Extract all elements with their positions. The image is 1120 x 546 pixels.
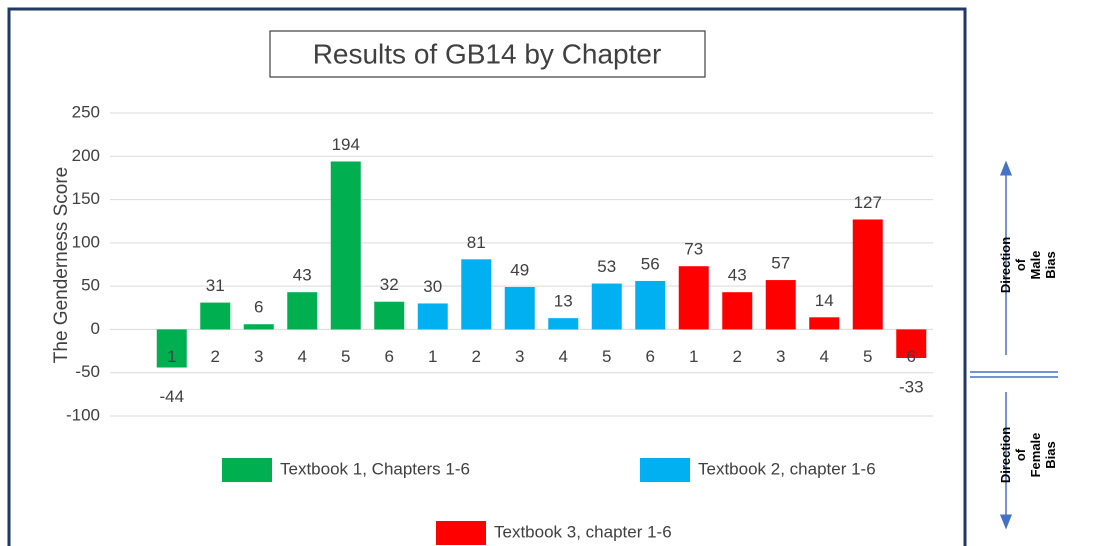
bar bbox=[896, 329, 927, 358]
x-tick-label: 2 bbox=[733, 347, 742, 366]
y-tick-label: 50 bbox=[81, 276, 100, 295]
data-label: 14 bbox=[815, 291, 834, 310]
y-axis-label: The Genderness Score bbox=[51, 167, 72, 363]
bar bbox=[461, 259, 492, 330]
legend-label: Textbook 1, Chapters 1-6 bbox=[280, 459, 470, 478]
bar bbox=[200, 302, 231, 330]
bar bbox=[156, 329, 187, 368]
data-label: 49 bbox=[510, 260, 529, 279]
legend-label: Textbook 3, chapter 1-6 bbox=[494, 522, 672, 541]
legend-label: Textbook 2, chapter 1-6 bbox=[698, 459, 876, 478]
x-tick-label: 6 bbox=[907, 347, 916, 366]
data-label: 43 bbox=[728, 266, 747, 285]
data-label: 73 bbox=[684, 240, 703, 259]
bar bbox=[852, 219, 883, 330]
x-tick-label: 4 bbox=[820, 347, 829, 366]
data-label: -33 bbox=[899, 377, 924, 396]
data-label: 31 bbox=[206, 276, 225, 295]
bar bbox=[548, 318, 579, 330]
data-label: 6 bbox=[254, 298, 263, 317]
x-tick-label: 5 bbox=[341, 347, 350, 366]
data-label: 32 bbox=[380, 275, 399, 294]
bar bbox=[635, 280, 666, 330]
data-label: 53 bbox=[597, 257, 616, 276]
y-tick-label: 250 bbox=[72, 102, 100, 121]
y-tick-label: 100 bbox=[72, 232, 100, 251]
annotation: DirectionofMaleBias bbox=[998, 237, 1058, 293]
data-label: 127 bbox=[854, 193, 882, 212]
y-tick-label: -50 bbox=[75, 362, 100, 381]
legend-swatch bbox=[640, 458, 690, 482]
data-label: 56 bbox=[641, 254, 660, 273]
data-label: 30 bbox=[423, 277, 442, 296]
bar bbox=[417, 303, 448, 330]
annotation: DirectionofFemaleBias bbox=[998, 427, 1058, 483]
chart-title: Results of GB14 by Chapter bbox=[313, 38, 662, 69]
x-tick-label: 1 bbox=[689, 347, 698, 366]
bar bbox=[591, 283, 622, 330]
y-tick-label: 0 bbox=[91, 319, 100, 338]
bar bbox=[374, 301, 405, 330]
x-tick-label: 6 bbox=[385, 347, 394, 366]
x-tick-label: 3 bbox=[515, 347, 524, 366]
x-tick-label: 5 bbox=[863, 347, 872, 366]
bar bbox=[765, 280, 796, 330]
x-tick-label: 5 bbox=[602, 347, 611, 366]
x-tick-label: 4 bbox=[298, 347, 307, 366]
title-box bbox=[269, 30, 706, 78]
bar bbox=[287, 292, 318, 330]
legend-swatch bbox=[222, 458, 272, 482]
data-label: 81 bbox=[467, 233, 486, 252]
bar bbox=[330, 161, 361, 330]
x-tick-label: 6 bbox=[646, 347, 655, 366]
bar bbox=[722, 292, 753, 330]
annotation-text: DirectionofMaleBias bbox=[998, 237, 1058, 293]
x-tick-label: 1 bbox=[167, 347, 176, 366]
bar bbox=[243, 324, 274, 330]
data-label: 194 bbox=[332, 135, 360, 154]
x-tick-label: 3 bbox=[254, 347, 263, 366]
legend-swatch bbox=[436, 521, 486, 545]
x-tick-label: 4 bbox=[559, 347, 568, 366]
x-tick-label: 2 bbox=[211, 347, 220, 366]
y-tick-label: 200 bbox=[72, 146, 100, 165]
annotation-text: DirectionofFemaleBias bbox=[998, 427, 1058, 483]
bar bbox=[504, 287, 535, 330]
data-label: 13 bbox=[554, 292, 573, 311]
data-label: -44 bbox=[159, 387, 184, 406]
data-label: 43 bbox=[293, 266, 312, 285]
y-tick-label: 150 bbox=[72, 189, 100, 208]
bar bbox=[678, 266, 709, 330]
x-tick-label: 1 bbox=[428, 347, 437, 366]
x-tick-label: 2 bbox=[472, 347, 481, 366]
x-tick-label: 3 bbox=[776, 347, 785, 366]
y-tick-label: -100 bbox=[66, 405, 100, 424]
bar bbox=[809, 317, 840, 330]
data-label: 57 bbox=[771, 254, 790, 273]
